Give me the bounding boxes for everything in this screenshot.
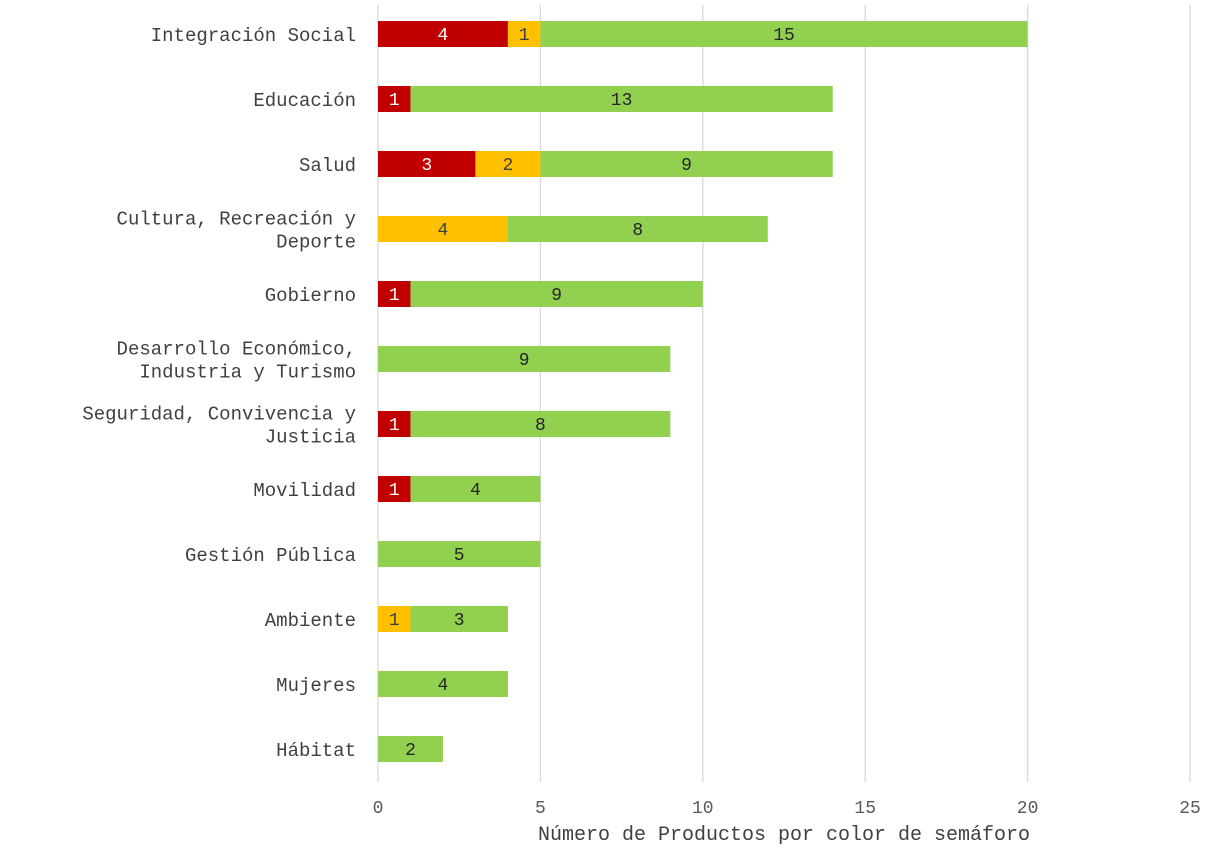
- bar-segment: [378, 541, 541, 567]
- data-label: 4: [438, 221, 449, 241]
- category-label: Industria y Turismo: [139, 362, 356, 384]
- bar-segment: [507, 216, 768, 242]
- x-axis-title: Número de Productos por color de semáfor…: [538, 824, 1030, 847]
- bar-segment: [378, 216, 508, 242]
- data-label: 2: [503, 156, 514, 176]
- data-label: 3: [421, 156, 432, 176]
- x-tick-label: 15: [854, 799, 876, 819]
- data-label: 13: [611, 91, 633, 111]
- bar-segment: [378, 346, 671, 372]
- bars: 4 1 151 133 2 94 81 991 81 451 342: [378, 21, 1028, 762]
- data-label: 1: [389, 286, 400, 306]
- bar-segment: [378, 151, 476, 177]
- data-label: 9: [681, 156, 692, 176]
- data-label: 2: [405, 741, 416, 761]
- category-label: Salud: [299, 155, 356, 177]
- x-tick-label: 25: [1179, 799, 1201, 819]
- bar-segment: [378, 21, 508, 47]
- bar-segment: [410, 606, 508, 632]
- bar-segment: [378, 736, 443, 762]
- bar-segment: [378, 476, 411, 502]
- category-label: Cultura, Recreación y: [117, 209, 356, 231]
- data-label: 1: [389, 481, 400, 501]
- bar-segment: [410, 281, 703, 307]
- category-label: Seguridad, Convivencia y: [82, 404, 356, 426]
- x-tick-label: 5: [535, 799, 546, 819]
- data-label: 1: [389, 611, 400, 631]
- bar-segment: [540, 151, 833, 177]
- bar-segment: [540, 21, 1028, 47]
- category-label: Hábitat: [276, 740, 356, 762]
- bar-segment: [410, 476, 541, 502]
- data-label: 1: [389, 416, 400, 436]
- x-tick-labels: 0 5 10 15 20 25: [373, 799, 1201, 819]
- category-label: Mujeres: [276, 675, 356, 697]
- data-label: 4: [470, 481, 481, 501]
- category-label: Deporte: [276, 232, 356, 254]
- data-label: 1: [389, 91, 400, 111]
- category-label: Desarrollo Económico,: [117, 339, 356, 361]
- data-label: 4: [438, 676, 449, 696]
- data-label: 3: [454, 611, 465, 631]
- category-label: Gestión Pública: [185, 545, 356, 567]
- category-label: Integración Social: [151, 25, 356, 47]
- bar-segment: [378, 671, 508, 697]
- bar-segment: [410, 411, 671, 437]
- data-label: 4: [438, 26, 449, 46]
- bar-segment: [410, 86, 833, 112]
- data-label: 8: [535, 416, 546, 436]
- category-label: Educación: [253, 90, 356, 112]
- bar-segment: [378, 606, 411, 632]
- data-label: 15: [773, 26, 795, 46]
- data-label: 9: [551, 286, 562, 306]
- category-labels: Integración Social Educación Salud Cultura,…: [82, 25, 356, 762]
- bar-segment: [378, 86, 411, 112]
- category-label: Movilidad: [253, 480, 356, 502]
- bar-segment: [378, 281, 411, 307]
- gridlines: [377, 5, 1191, 782]
- data-label: 9: [519, 351, 530, 371]
- x-tick-label: 20: [1017, 799, 1039, 819]
- data-label: 8: [632, 221, 643, 241]
- bar-segment: [507, 21, 541, 47]
- x-tick-label: 0: [373, 799, 384, 819]
- category-label: Gobierno: [265, 285, 356, 307]
- data-label: 1: [519, 26, 530, 46]
- data-label: 5: [454, 546, 465, 566]
- category-label: Justicia: [265, 427, 356, 449]
- category-label: Ambiente: [265, 610, 356, 632]
- bar-segment: [378, 411, 411, 437]
- x-tick-label: 10: [692, 799, 714, 819]
- bar-segment: [475, 151, 541, 177]
